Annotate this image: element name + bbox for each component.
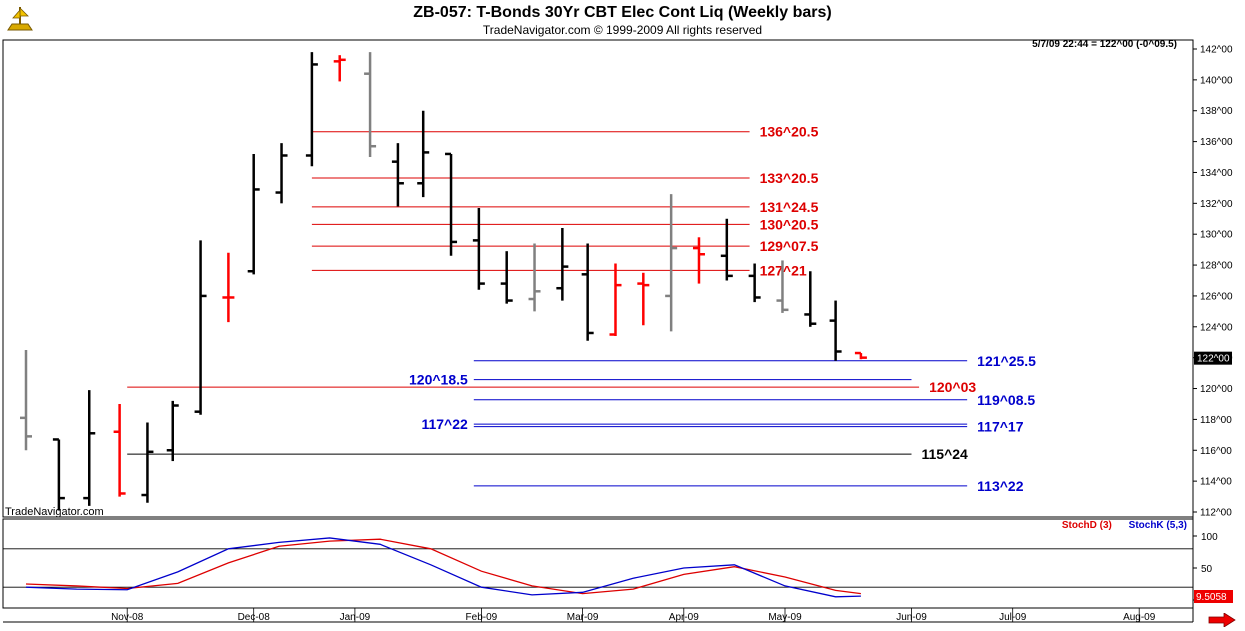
price-panel-border	[2, 39, 1194, 518]
price-tick-label: 138^00	[1200, 106, 1233, 117]
watermark: TradeNavigator.com	[5, 506, 104, 518]
price-tick-label: 136^00	[1200, 137, 1233, 148]
chart-title: ZB-057: T-Bonds 30Yr CBT Elec Cont Liq (…	[413, 4, 832, 21]
stoch-tick-label: 100	[1201, 532, 1218, 543]
time-axis-label: Jan-09	[340, 612, 371, 623]
time-axis-label: Mar-09	[567, 612, 599, 623]
stochastic-panel-border	[2, 518, 1194, 609]
stoch-value-tag	[1194, 590, 1233, 603]
price-tick-label: 130^00	[1200, 230, 1233, 241]
price-tick-label: 114^00	[1200, 477, 1232, 488]
level-label: 136^20.5	[760, 124, 819, 140]
stochastic-legend: StochD (3) StochK (5,3)	[1048, 520, 1187, 531]
level-label: 117^17	[977, 419, 1024, 435]
time-axis-label: Jun-09	[896, 612, 927, 623]
time-axis-label: Apr-09	[669, 612, 699, 623]
time-axis-label: Feb-09	[466, 612, 498, 623]
stoch-d-legend: StochD (3)	[1061, 520, 1112, 531]
price-tick-label: 140^00	[1200, 75, 1233, 86]
level-label: 115^24	[922, 446, 969, 462]
price-tick-label: 118^00	[1200, 415, 1232, 426]
price-tick-label: 132^00	[1200, 199, 1233, 210]
level-label: 131^24.5	[760, 199, 819, 215]
time-axis-label: Jul-09	[999, 612, 1027, 623]
level-label: 130^20.5	[760, 216, 819, 232]
price-tick-label: 112^00	[1200, 508, 1232, 519]
price-readout: 5/7/09 22:44 = 122^00 (-0^09.5)	[1032, 39, 1177, 50]
stoch-k-line	[25, 537, 861, 598]
price-tick-label: 126^00	[1200, 291, 1233, 302]
last-price-tag-label: 122^00	[1197, 354, 1230, 365]
time-axis-label: May-09	[768, 612, 802, 623]
level-label: 120^03	[929, 379, 976, 395]
level-label: 133^20.5	[760, 170, 819, 186]
level-label: 129^07.5	[760, 238, 819, 254]
price-tick-label: 128^00	[1200, 261, 1233, 272]
level-label: 120^18.5	[409, 372, 468, 388]
stoch-value-tag-label: 9.5058	[1196, 592, 1227, 603]
stoch-k-legend: StochK (5,3)	[1128, 520, 1187, 531]
level-label: 117^22	[421, 416, 468, 432]
level-label: 113^22	[977, 478, 1024, 494]
price-tick-label: 142^00	[1200, 45, 1233, 56]
scroll-right-arrow-icon[interactable]	[1208, 613, 1236, 627]
time-axis-label: Dec-08	[238, 612, 271, 623]
stoch-tick-label: 50	[1201, 564, 1213, 575]
stoch-d-line	[25, 538, 861, 595]
last-price-tag	[1194, 351, 1232, 365]
price-tick-label: 124^00	[1200, 322, 1233, 333]
time-axis-label: Nov-08	[111, 612, 144, 623]
price-tick-label: 120^00	[1200, 384, 1233, 395]
price-tick-label: 116^00	[1200, 446, 1232, 457]
chart-subtitle: TradeNavigator.com © 1999-2009 All right…	[482, 23, 763, 37]
price-tick-label: 134^00	[1200, 168, 1233, 179]
level-label: 121^25.5	[977, 353, 1036, 369]
time-axis-label: Aug-09	[1123, 612, 1156, 623]
navigator-logo-icon	[7, 7, 33, 31]
level-label: 119^08.5	[977, 392, 1035, 408]
